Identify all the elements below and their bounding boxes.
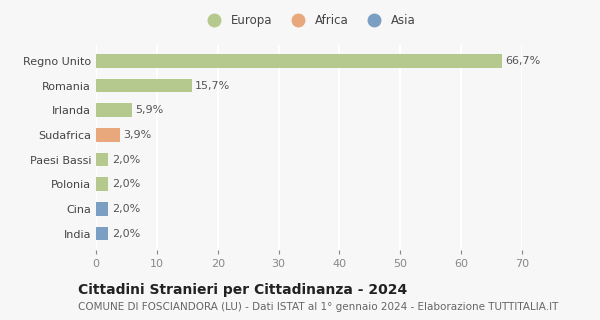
- Legend: Europa, Africa, Asia: Europa, Africa, Asia: [197, 10, 421, 32]
- Bar: [96, 103, 132, 117]
- Text: 2,0%: 2,0%: [112, 228, 140, 238]
- Bar: [96, 202, 108, 216]
- Bar: [96, 227, 108, 240]
- Text: 2,0%: 2,0%: [112, 155, 140, 164]
- Bar: [96, 177, 108, 191]
- Bar: [96, 79, 191, 92]
- Bar: [96, 128, 120, 142]
- Text: 3,9%: 3,9%: [124, 130, 152, 140]
- Text: 2,0%: 2,0%: [112, 179, 140, 189]
- Text: Cittadini Stranieri per Cittadinanza - 2024: Cittadini Stranieri per Cittadinanza - 2…: [78, 283, 407, 297]
- Text: COMUNE DI FOSCIANDORA (LU) - Dati ISTAT al 1° gennaio 2024 - Elaborazione TUTTIT: COMUNE DI FOSCIANDORA (LU) - Dati ISTAT …: [78, 302, 559, 312]
- Bar: [96, 153, 108, 166]
- Text: 66,7%: 66,7%: [506, 56, 541, 66]
- Text: 5,9%: 5,9%: [136, 105, 164, 115]
- Text: 15,7%: 15,7%: [195, 81, 230, 91]
- Text: 2,0%: 2,0%: [112, 204, 140, 214]
- Bar: [96, 54, 502, 68]
